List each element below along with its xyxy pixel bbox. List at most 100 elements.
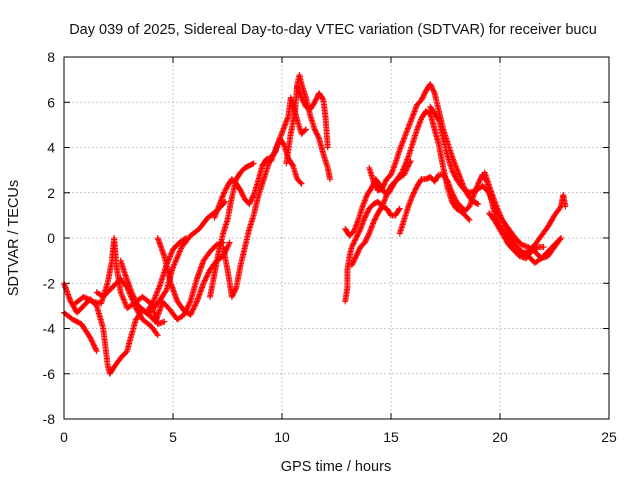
- data-point-marker: [299, 97, 306, 104]
- y-tick-label: 8: [47, 49, 55, 65]
- data-point-marker: [231, 287, 238, 294]
- data-point-marker: [167, 253, 174, 260]
- data-point-marker: [221, 199, 228, 206]
- data-point-marker: [349, 242, 356, 249]
- data-point-marker: [300, 98, 307, 105]
- data-point-marker: [248, 195, 255, 202]
- data-point-marker: [410, 190, 417, 197]
- data-point-marker: [419, 94, 426, 101]
- data-point-marker: [149, 299, 156, 306]
- data-point-marker: [497, 212, 504, 219]
- data-point-marker: [230, 291, 237, 298]
- data-point-marker: [121, 299, 128, 306]
- data-point-marker: [499, 216, 506, 223]
- data-point-marker: [502, 223, 509, 230]
- data-point-marker: [117, 289, 124, 296]
- data-point-marker: [302, 126, 309, 133]
- data-point-marker: [202, 276, 209, 283]
- data-point-marker: [129, 292, 136, 299]
- data-point-marker: [364, 233, 371, 240]
- data-point-marker: [201, 278, 208, 285]
- data-point-marker: [452, 173, 459, 180]
- series-sat-m: [294, 83, 331, 151]
- data-point-marker: [399, 167, 406, 174]
- data-point-marker: [353, 253, 360, 260]
- data-point-marker: [430, 88, 437, 95]
- data-point-marker: [89, 339, 96, 346]
- data-point-marker: [419, 95, 426, 102]
- data-point-marker: [404, 154, 411, 161]
- data-point-marker: [396, 205, 403, 212]
- data-point-marker: [312, 127, 319, 134]
- chart-title: Day 039 of 2025, Sidereal Day-to-day VTE…: [69, 22, 597, 38]
- data-point-marker: [237, 187, 244, 194]
- data-point-marker: [500, 219, 507, 226]
- data-point-marker: [380, 182, 387, 189]
- data-point-marker: [313, 130, 320, 137]
- data-point-marker: [314, 132, 321, 139]
- series-sat-k: [211, 135, 305, 221]
- data-point-marker: [238, 190, 245, 197]
- data-point-marker: [153, 291, 160, 298]
- data-point-marker: [364, 234, 371, 241]
- data-point-marker: [356, 228, 363, 235]
- data-point-marker: [181, 310, 188, 317]
- data-point-marker: [220, 190, 227, 197]
- data-point-marker: [350, 258, 357, 265]
- data-point-marker: [230, 289, 237, 296]
- data-point-marker: [418, 96, 425, 103]
- data-point-marker: [356, 227, 363, 234]
- data-point-marker: [355, 247, 362, 254]
- data-point-marker: [501, 220, 508, 227]
- data-point-marker: [152, 294, 159, 301]
- data-point-marker: [381, 181, 388, 188]
- data-point-marker: [537, 256, 544, 263]
- data-point-marker: [161, 318, 168, 325]
- data-point-marker: [465, 215, 472, 222]
- data-point-marker: [466, 216, 473, 223]
- data-point-marker: [192, 302, 199, 309]
- y-tick-label: -8: [43, 411, 56, 427]
- data-point-marker: [370, 219, 377, 226]
- y-tick-label: -4: [43, 321, 56, 337]
- data-point-marker: [156, 283, 163, 290]
- data-point-marker: [221, 189, 228, 196]
- data-point-marker: [167, 252, 174, 259]
- data-point-marker: [93, 348, 100, 355]
- data-point-marker: [152, 292, 159, 299]
- data-point-marker: [409, 192, 416, 199]
- y-tick-label: -6: [43, 366, 56, 382]
- data-point-marker: [88, 297, 95, 304]
- data-point-marker: [184, 305, 191, 312]
- data-point-marker: [402, 160, 409, 167]
- data-point-marker: [371, 217, 378, 224]
- data-point-marker: [203, 273, 210, 280]
- data-point-marker: [421, 91, 428, 98]
- data-point-marker: [87, 334, 94, 341]
- data-point-marker: [155, 285, 162, 292]
- data-point-marker: [132, 297, 139, 304]
- data-point-marker: [189, 307, 196, 314]
- data-point-marker: [379, 183, 386, 190]
- data-point-marker: [495, 206, 502, 213]
- y-tick-label: -2: [43, 275, 56, 291]
- series-sat-n: [342, 198, 403, 305]
- data-point-marker: [301, 127, 308, 134]
- data-point-marker: [356, 246, 363, 253]
- data-point-marker: [91, 344, 98, 351]
- data-point-marker: [450, 193, 457, 200]
- data-point-marker: [313, 95, 320, 102]
- data-point-marker: [200, 280, 207, 287]
- data-point-marker: [353, 251, 360, 258]
- data-point-marker: [185, 302, 192, 309]
- data-point-marker: [496, 209, 503, 216]
- data-point-marker: [361, 239, 368, 246]
- data-point-marker: [493, 203, 500, 210]
- data-point-marker: [232, 286, 239, 293]
- data-point-marker: [120, 296, 127, 303]
- plot-frame: [63, 56, 610, 420]
- series-sat-b: [61, 309, 100, 355]
- data-point-marker: [503, 226, 510, 233]
- data-point-marker: [363, 212, 370, 219]
- data-point-marker: [381, 180, 388, 187]
